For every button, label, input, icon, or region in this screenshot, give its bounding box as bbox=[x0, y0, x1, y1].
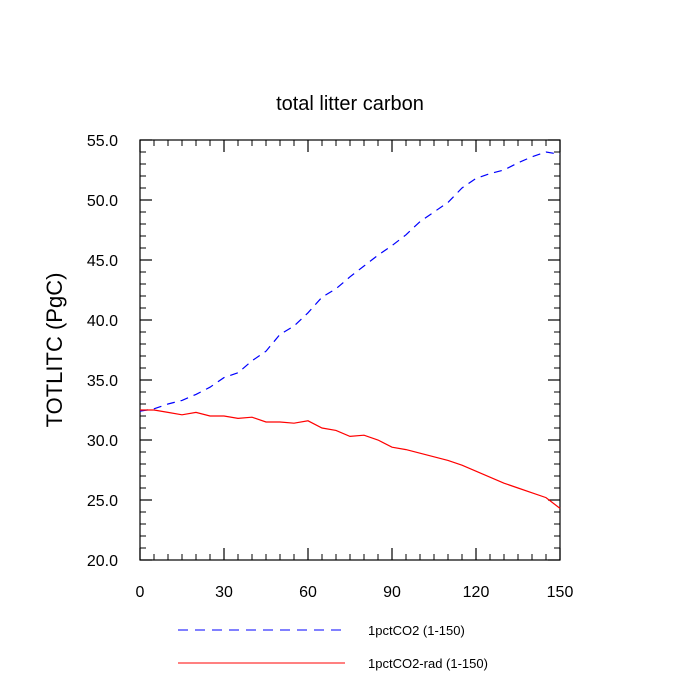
x-tick-label: 120 bbox=[463, 584, 490, 601]
y-tick-label: 25.0 bbox=[87, 493, 118, 510]
y-tick-label: 45.0 bbox=[87, 253, 118, 270]
y-tick-label: 40.0 bbox=[87, 313, 118, 330]
series-line-1 bbox=[139, 151, 561, 412]
axis-tick-labels: 0 30 60 90 120 150 20.0 25.0 30.0 35.0 40.0 45.0 50.… bbox=[87, 133, 574, 601]
series-layer bbox=[139, 151, 561, 509]
x-tick-label: 150 bbox=[547, 584, 574, 601]
x-tick-label: 30 bbox=[215, 584, 233, 601]
legend-label-1: 1pctCO2 (1-150) bbox=[368, 623, 465, 638]
series-line-2 bbox=[140, 409, 561, 509]
y-tick-label: 50.0 bbox=[87, 193, 118, 210]
x-tick-label: 0 bbox=[136, 584, 145, 601]
y-tick-label: 30.0 bbox=[87, 433, 118, 450]
plot-frame bbox=[139, 139, 561, 561]
x-tick-label: 90 bbox=[383, 584, 401, 601]
legend: 1pctCO2 (1-150) 1pctCO2-rad (1-150) bbox=[178, 623, 488, 671]
y-axis-label: TOTLITC (PgC) bbox=[42, 273, 67, 428]
y-tick-label: 35.0 bbox=[87, 373, 118, 390]
axis-ticks bbox=[139, 139, 561, 561]
x-tick-label: 60 bbox=[299, 584, 317, 601]
y-tick-label: 20.0 bbox=[87, 553, 118, 570]
y-tick-label: 55.0 bbox=[87, 133, 118, 150]
chart-title: total litter carbon bbox=[276, 93, 424, 115]
legend-label-2: 1pctCO2-rad (1-150) bbox=[368, 656, 488, 671]
